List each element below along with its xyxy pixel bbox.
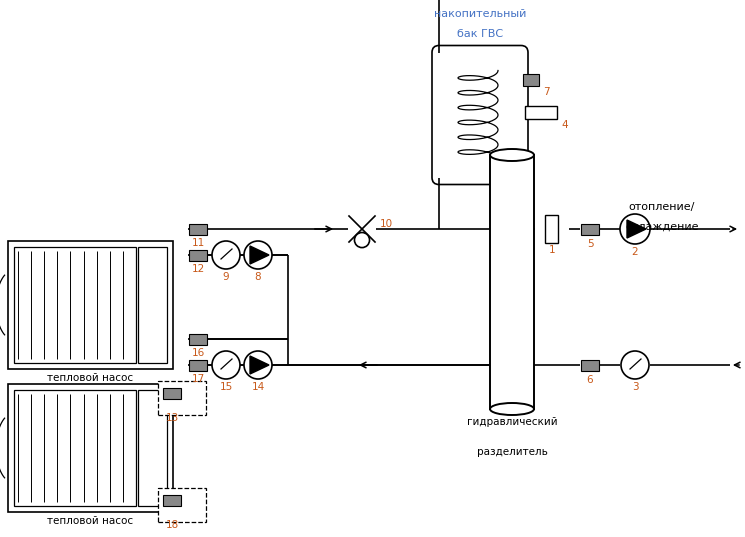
Polygon shape — [250, 246, 269, 264]
Text: отопление/: отопление/ — [629, 202, 695, 212]
Text: тепловой насос: тепловой насос — [48, 373, 133, 383]
Circle shape — [244, 241, 272, 269]
Text: 8: 8 — [255, 272, 261, 282]
Text: 6: 6 — [587, 375, 593, 385]
Bar — [14, 247, 136, 363]
Text: 2: 2 — [632, 247, 638, 257]
Text: разделитель: разделитель — [477, 447, 548, 457]
Bar — [163, 388, 181, 398]
Text: 16: 16 — [191, 348, 205, 358]
Text: тепловой насос: тепловой насос — [48, 516, 133, 526]
Bar — [523, 74, 539, 86]
Bar — [138, 247, 167, 363]
Bar — [189, 250, 207, 260]
Circle shape — [244, 351, 272, 379]
Text: гидравлический: гидравлический — [466, 417, 557, 427]
Text: охлаждение: охлаждение — [625, 222, 699, 232]
Text: 7: 7 — [543, 87, 550, 97]
Text: 9: 9 — [223, 272, 229, 282]
Text: 3: 3 — [632, 382, 638, 392]
Bar — [581, 223, 599, 235]
Text: 11: 11 — [191, 238, 205, 248]
Bar — [163, 495, 181, 505]
Text: 18: 18 — [165, 520, 179, 530]
Text: 12: 12 — [191, 264, 205, 274]
Text: 10: 10 — [380, 219, 393, 229]
Circle shape — [355, 233, 370, 248]
Ellipse shape — [490, 403, 534, 415]
FancyBboxPatch shape — [432, 46, 528, 185]
Text: 1: 1 — [548, 245, 555, 255]
Text: 5: 5 — [587, 239, 593, 249]
Circle shape — [620, 214, 650, 244]
Ellipse shape — [490, 149, 534, 161]
Bar — [8, 384, 173, 512]
Bar — [189, 223, 207, 235]
Bar — [158, 381, 206, 415]
Text: 4: 4 — [561, 120, 568, 130]
Bar — [581, 359, 599, 371]
Bar — [545, 215, 559, 243]
Circle shape — [212, 351, 240, 379]
Text: 13: 13 — [165, 413, 179, 423]
Bar — [189, 333, 207, 345]
Polygon shape — [250, 356, 269, 374]
Bar — [490, 155, 534, 409]
Bar — [138, 390, 167, 506]
Text: 14: 14 — [251, 382, 264, 392]
Bar — [14, 390, 136, 506]
Text: 15: 15 — [219, 382, 232, 392]
Bar — [8, 241, 173, 369]
Text: накопительный: накопительный — [434, 9, 526, 19]
Bar — [189, 359, 207, 371]
Text: бак ГВС: бак ГВС — [457, 29, 503, 39]
Bar — [525, 105, 557, 119]
Circle shape — [212, 241, 240, 269]
Circle shape — [621, 351, 649, 379]
Bar — [158, 488, 206, 522]
Text: 17: 17 — [191, 374, 205, 384]
Polygon shape — [627, 220, 646, 238]
